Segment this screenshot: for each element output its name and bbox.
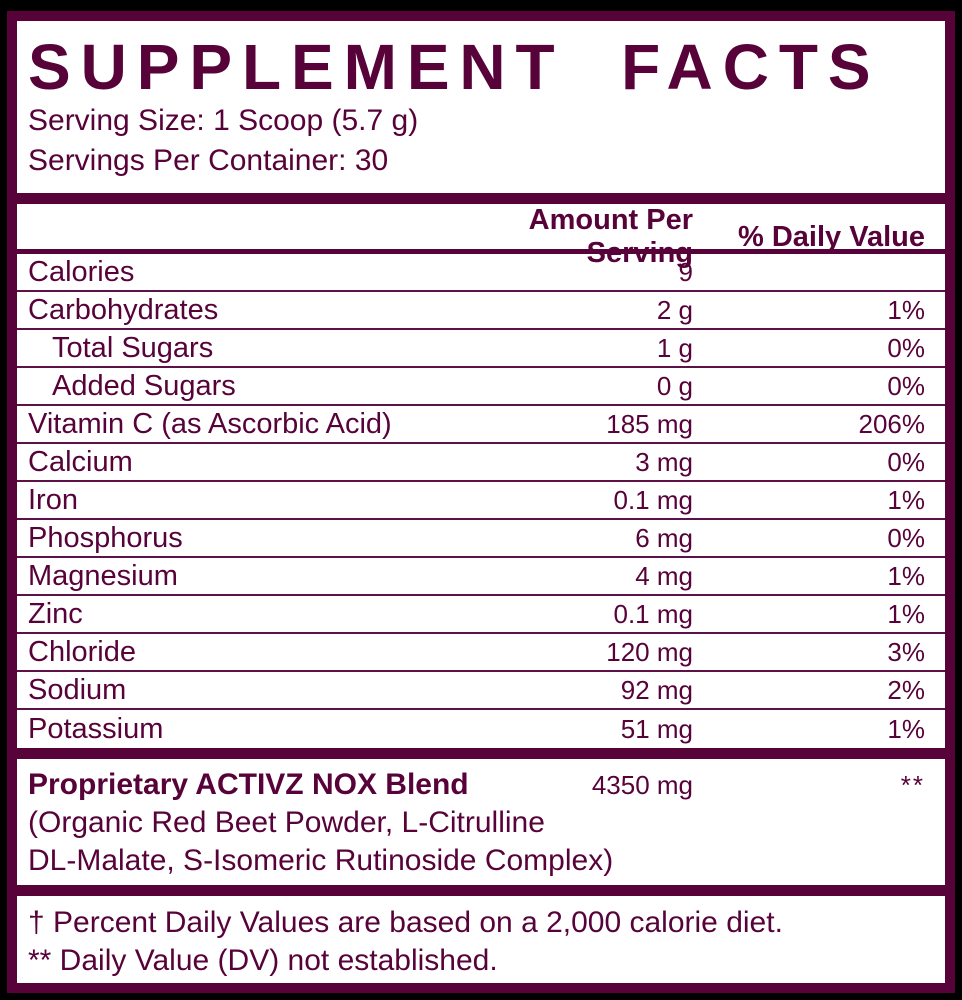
nutrient-dv: 1% [887, 484, 925, 515]
servings-per-container: Servings Per Container: 30 [28, 144, 389, 178]
blend-row: Proprietary ACTIVZ NOX Blend 4350 mg ** [17, 766, 945, 804]
panel-title: SUPPLEMENT FACTS [28, 31, 881, 103]
nutrient-amount: 4 mg [635, 560, 693, 591]
separator-bar [17, 193, 945, 204]
blend-dv-asterisks: ** [900, 769, 925, 800]
blend-ingredients-line1: (Organic Red Beet Powder, L-Citrulline [28, 806, 545, 839]
nutrient-dv: 3% [887, 636, 925, 667]
dv-column-header: % Daily Value [738, 220, 925, 253]
proprietary-blend-section: Proprietary ACTIVZ NOX Blend 4350 mg ** … [17, 759, 945, 885]
nutrient-amount: 6 mg [635, 522, 693, 553]
nutrient-amount: 51 mg [620, 713, 693, 744]
footnote-daily-values: † Percent Daily Values are based on a 2,… [28, 906, 783, 939]
footnote-dv-not-established: ** Daily Value (DV) not established. [28, 944, 498, 977]
nutrient-amount: 0.1 mg [613, 484, 694, 515]
nutrient-amount: 3 mg [635, 446, 693, 477]
table-row-chloride: Chloride 120 mg 3% [17, 634, 945, 672]
supplement-facts-panel: SUPPLEMENT FACTS Serving Size: 1 Scoop (… [7, 11, 955, 993]
nutrient-name: Chloride [28, 635, 136, 668]
table-row-carbohydrates: Carbohydrates 2 g 1% [17, 292, 945, 330]
blend-name: Proprietary ACTIVZ NOX Blend [28, 768, 469, 801]
nutrient-dv: 0% [887, 332, 925, 363]
table-row-potassium: Potassium 51 mg 1% [17, 710, 945, 748]
footnotes-section: † Percent Daily Values are based on a 2,… [17, 896, 945, 983]
header-section: SUPPLEMENT FACTS Serving Size: 1 Scoop (… [17, 21, 945, 193]
blend-ingredients-line2: DL-Malate, S-Isomeric Rutinoside Complex… [28, 844, 614, 877]
nutrient-name: Calcium [28, 445, 133, 478]
nutrient-dv: 1% [887, 598, 925, 629]
table-row-total-sugars: Total Sugars 1 g 0% [17, 330, 945, 368]
table-row-iron: Iron 0.1 mg 1% [17, 482, 945, 520]
nutrient-dv: 1% [887, 713, 925, 744]
table-row-calories: Calories 9 [17, 254, 945, 292]
amount-column-header: Amount Per Serving [528, 204, 693, 269]
nutrient-dv: 2% [887, 674, 925, 705]
nutrient-amount: 1 g [656, 332, 693, 363]
nutrient-name: Sodium [28, 673, 127, 706]
table-row-added-sugars: Added Sugars 0 g 0% [17, 368, 945, 406]
nutrient-dv: 0% [887, 446, 925, 477]
nutrient-name: Calories [28, 255, 135, 288]
nutrient-name: Iron [28, 483, 78, 516]
nutrient-amount: 0 g [656, 370, 693, 401]
nutrient-name: Added Sugars [52, 369, 236, 402]
nutrient-name: Phosphorus [28, 521, 183, 554]
table-row-phosphorus: Phosphorus 6 mg 0% [17, 520, 945, 558]
blend-amount: 4350 mg [591, 769, 693, 800]
nutrient-amount: 2 g [656, 294, 693, 325]
nutrient-name: Vitamin C (as Ascorbic Acid) [28, 407, 392, 440]
table-row-magnesium: Magnesium 4 mg 1% [17, 558, 945, 596]
nutrient-dv: 0% [887, 370, 925, 401]
table-row-calcium: Calcium 3 mg 0% [17, 444, 945, 482]
nutrient-dv: 1% [887, 560, 925, 591]
nutrient-dv: 1% [887, 294, 925, 325]
nutrient-dv: 206% [858, 408, 926, 439]
nutrient-name: Magnesium [28, 559, 178, 592]
nutrient-name: Carbohydrates [28, 293, 219, 326]
table-row-sodium: Sodium 92 mg 2% [17, 672, 945, 710]
nutrient-amount: 92 mg [620, 674, 693, 705]
nutrient-amount: 120 mg [606, 636, 693, 667]
nutrient-table: Amount Per Serving % Daily Value Calorie… [17, 204, 945, 748]
table-header-row: Amount Per Serving % Daily Value [17, 204, 945, 269]
nutrient-name: Zinc [28, 597, 83, 630]
nutrient-amount: 185 mg [606, 408, 693, 439]
table-row-vitamin-c: Vitamin C (as Ascorbic Acid) 185 mg 206% [17, 406, 945, 444]
separator-bar [17, 885, 945, 896]
separator-bar [17, 748, 945, 759]
nutrient-amount: 9 [678, 256, 693, 287]
nutrient-dv: 0% [887, 522, 925, 553]
serving-size: Serving Size: 1 Scoop (5.7 g) [28, 104, 419, 138]
nutrient-amount: 0.1 mg [613, 598, 694, 629]
table-row-zinc: Zinc 0.1 mg 1% [17, 596, 945, 634]
nutrient-name: Potassium [28, 712, 164, 745]
nutrient-name: Total Sugars [52, 331, 214, 364]
